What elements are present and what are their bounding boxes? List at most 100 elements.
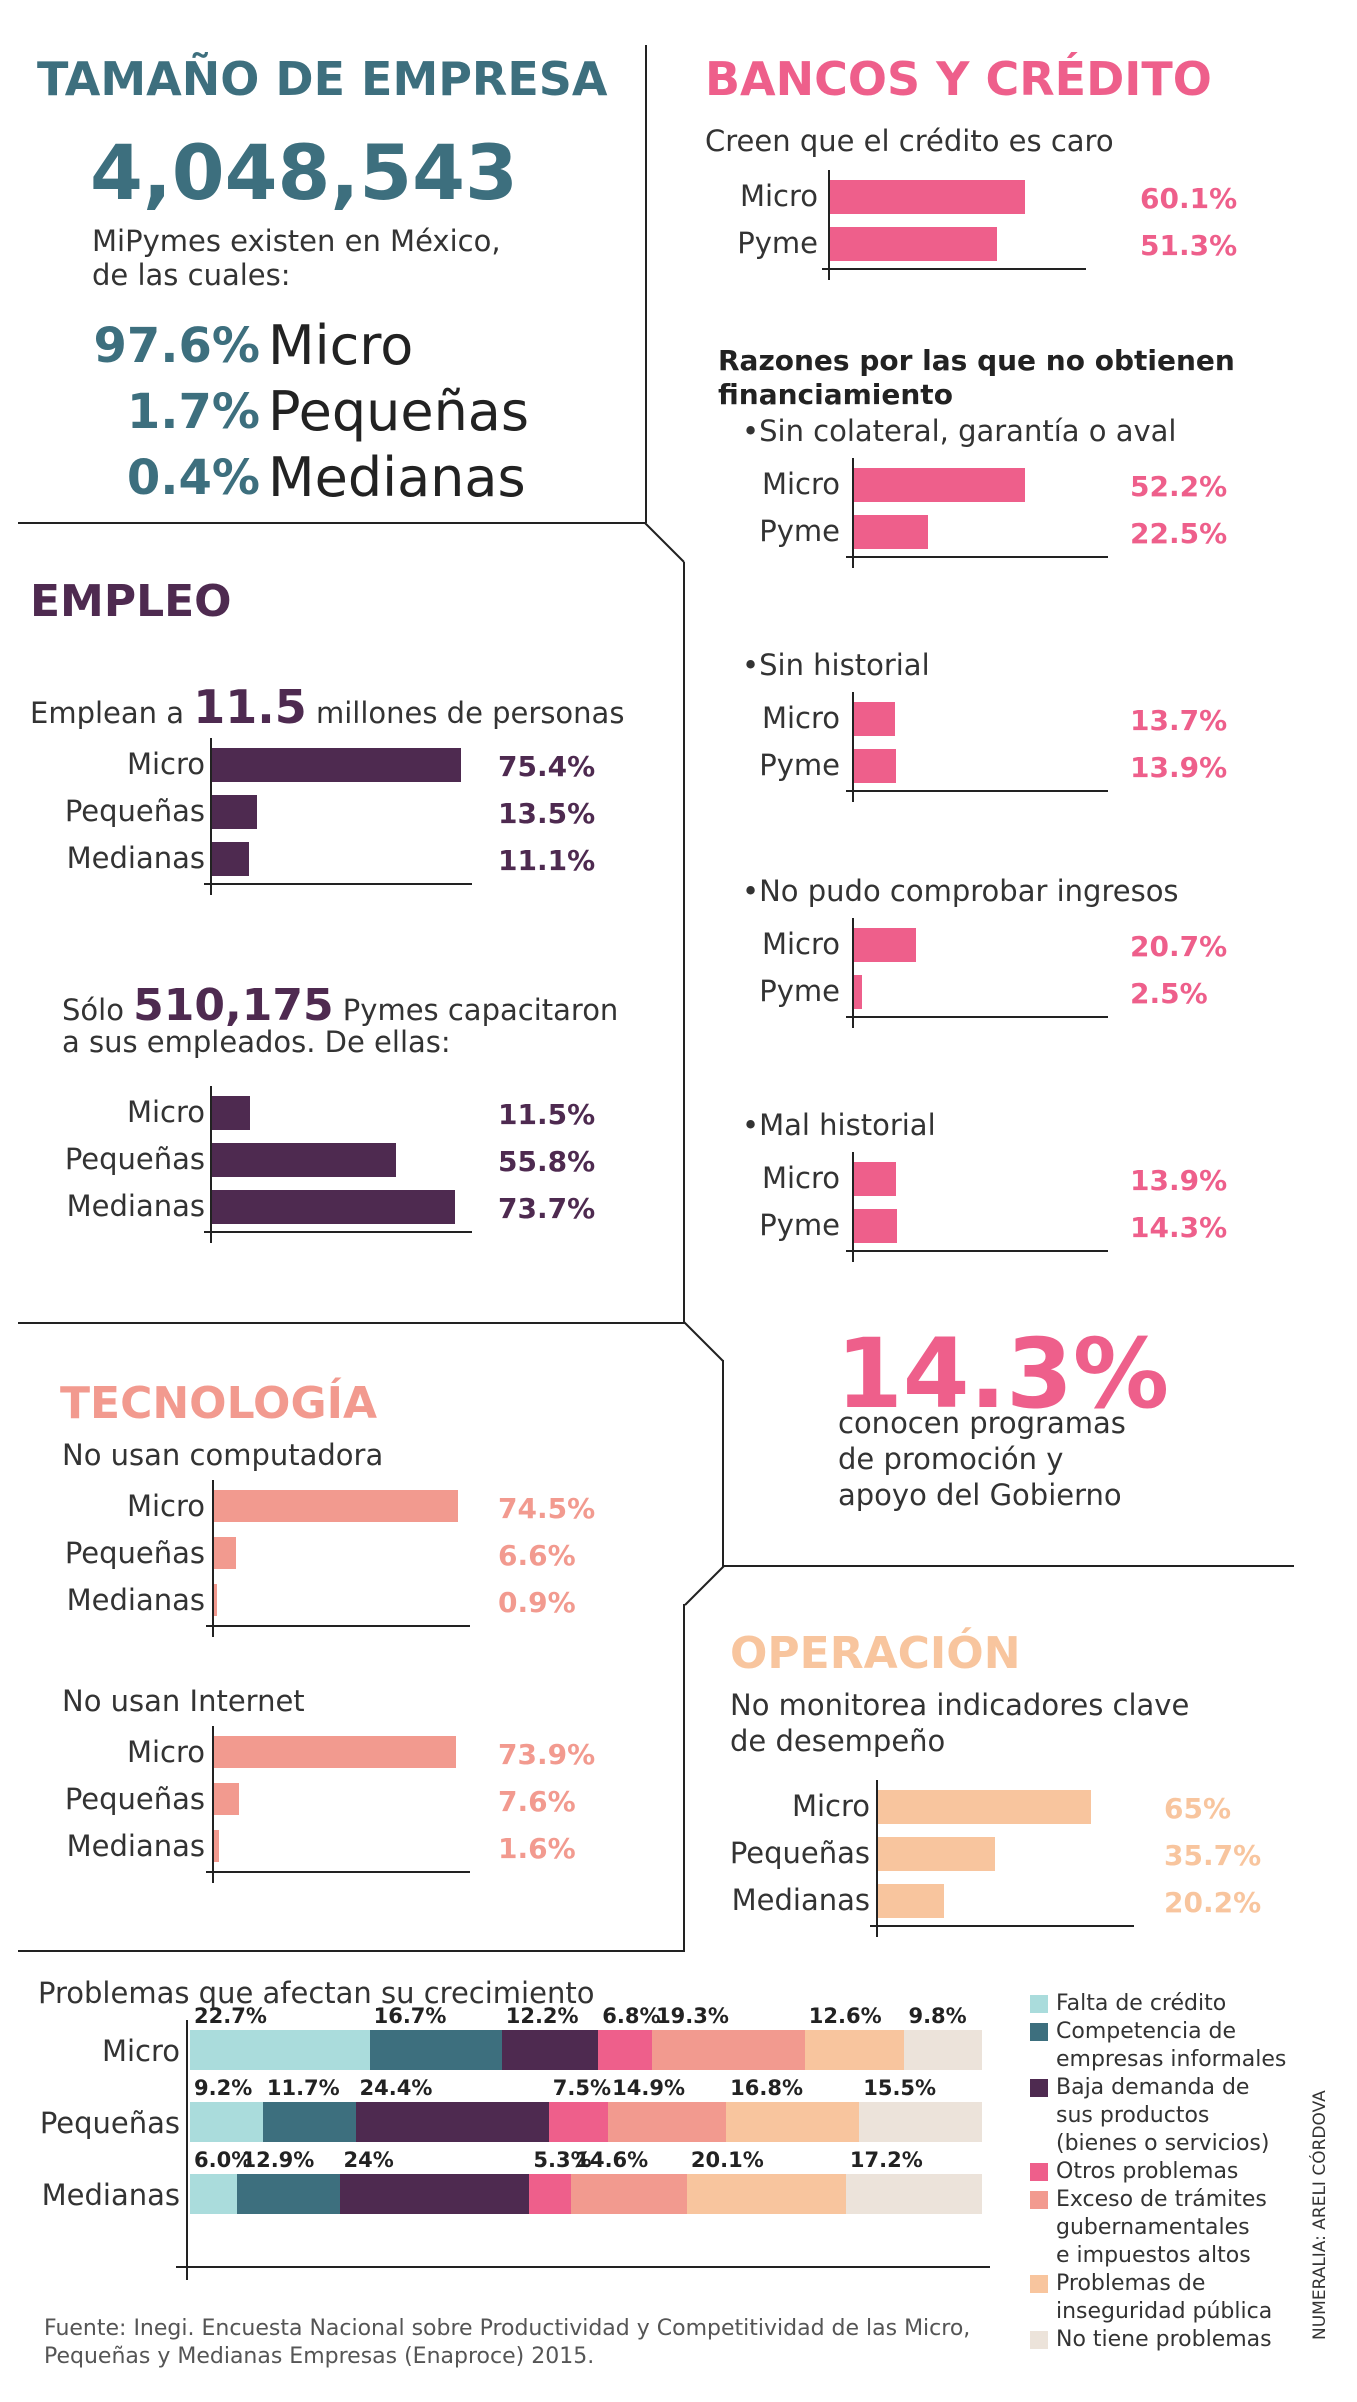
legend-swatch [1030,2163,1048,2181]
bar-computadora [214,1537,236,1569]
value-label-empleo_personas: 13.5% [498,797,596,830]
y-axis-problemas [186,2020,188,2280]
segment-label-problemas: 14.6% [575,2148,649,2172]
divider-horizontal-tamano [18,522,645,524]
category-label-empleo_personas: Medianas [66,841,205,875]
segment-problemas [652,2030,805,2070]
legend-label: Problemas de [1056,2271,1206,2296]
segment-label-problemas: 22.7% [194,2004,267,2028]
bar-empleo_capacitaron [212,1096,250,1130]
segment-label-problemas: 12.6% [808,2004,882,2028]
bar-operacion [878,1837,995,1871]
bar-empleo_personas [212,842,249,876]
segment-label-problemas: 7.5% [552,2076,612,2100]
divider-vertical-mid [683,562,685,1322]
value-label-operacion: 35.7% [1164,1839,1262,1872]
category-label-sin_historial: Pyme [759,748,840,782]
category-label-problemas: Pequeñas [39,2106,180,2140]
x-axis-empleo_personas [204,883,472,885]
bar-sin_colateral [854,468,1025,502]
bar-sin_historial [854,749,896,783]
segment-problemas [598,2030,653,2070]
divider-vertical-low [683,1604,685,1950]
x-axis-operacion [870,1925,1134,1927]
y-axis-sin_historial [852,692,854,802]
bar-empleo_capacitaron [212,1190,456,1224]
empleo-line2-num: 510,175 [133,980,334,1031]
legend-label: No tiene problemas [1056,2327,1272,2352]
segment-label-problemas: 12.2% [505,2004,579,2028]
category-label-ingresos: Pyme [759,974,840,1008]
operacion-sub-2: de desempeño [730,1724,946,1758]
value-label-operacion: 65% [1164,1792,1232,1825]
x-axis-mal_historial [846,1250,1108,1252]
footer-credit: NUMERALIA: ARELI CÓRDOVA [1310,2090,1330,2340]
bancos-big-desc-2: de promoción y [838,1442,1064,1476]
empleo-line2-pre: Sólo [62,993,124,1027]
value-label-sin_historial: 13.7% [1130,704,1228,737]
divider-horizontal-bancos [722,1565,1294,1567]
segment-problemas [548,2102,609,2142]
legend-label: Otros problemas [1056,2159,1239,2184]
segment-label-problemas: 6.8% [602,2004,661,2028]
segment-problemas [190,2030,370,2070]
value-label-operacion: 20.2% [1164,1886,1262,1919]
category-label-computadora: Medianas [66,1583,205,1617]
y-axis-operacion [876,1780,878,1937]
y-axis-computadora [212,1480,214,1637]
segment-label-problemas: 20.1% [690,2148,764,2172]
bar-empleo_personas [212,748,461,782]
category-label-internet: Medianas [66,1829,205,1863]
bar-internet [214,1783,239,1815]
legend-swatch [1030,2023,1048,2041]
segment-problemas [355,2102,549,2142]
segment-problemas [804,2030,905,2070]
legend-label: gubernamentales [1056,2215,1250,2240]
category-label-operacion: Pequeñas [729,1836,870,1870]
legend-swatch [1030,2079,1048,2097]
category-label-internet: Micro [126,1735,205,1769]
bar-empleo_personas [212,795,257,829]
segment-label-problemas: 9.2% [194,2076,253,2100]
segment-problemas [529,2174,572,2214]
divider-horizontal-tecno [18,1950,685,1952]
segment-label-problemas: 9.8% [908,2004,967,2028]
operacion-sub-1: No monitorea indicadores clave [730,1688,1190,1722]
bar-mal_historial [854,1162,896,1196]
value-label-sin_historial: 13.9% [1130,751,1228,784]
segment-label-problemas: 12.9% [241,2148,315,2172]
divider-vertical-top [645,45,647,523]
empleo-title: EMPLEO [30,576,232,627]
segment-problemas [686,2174,846,2214]
y-axis-empleo_personas [210,738,212,895]
segment-problemas [369,2030,502,2070]
value-label-computadora: 6.6% [498,1539,576,1572]
value-label-empleo_personas: 75.4% [498,750,596,783]
footer-source-2: Pequeñas y Medianas Empresas (Enaproce) … [44,2344,595,2369]
value-label-internet: 73.9% [498,1738,596,1771]
tamano-label-pequenas: Pequeñas [268,380,530,443]
empleo-line1-post: millones de personas [315,696,625,730]
tamano-big-number: 4,048,543 [90,128,518,217]
value-label-internet: 1.6% [498,1832,576,1865]
divider-diagonal-2 [683,1321,724,1362]
x-axis-problemas [176,2266,990,2268]
value-label-internet: 7.6% [498,1785,576,1818]
legend-label: (bienes o servicios) [1056,2131,1270,2156]
category-label-sin_colateral: Pyme [759,514,840,548]
category-label-mal_historial: Micro [761,1161,840,1195]
bancos-big-desc-1: conocen programas [838,1406,1126,1440]
segment-problemas [859,2102,982,2142]
tamano-pct-pequenas: 1.7% [126,384,260,440]
bancos-r1: •Sin colateral, garantía o aval [742,414,1177,448]
legend-swatch [1030,1995,1048,2013]
empleo-line2-post: Pymes capacitaron [342,993,619,1027]
segment-label-problemas: 24.4% [359,2076,433,2100]
divider-vertical-mid2 [722,1360,724,1566]
category-label-computadora: Micro [126,1489,205,1523]
category-label-problemas: Medianas [41,2178,180,2212]
segment-label-problemas: 16.7% [373,2004,447,2028]
legend-label: Exceso de trámites [1056,2187,1267,2212]
category-label-credito_caro: Micro [739,179,818,213]
y-axis-credito_caro [828,170,830,280]
